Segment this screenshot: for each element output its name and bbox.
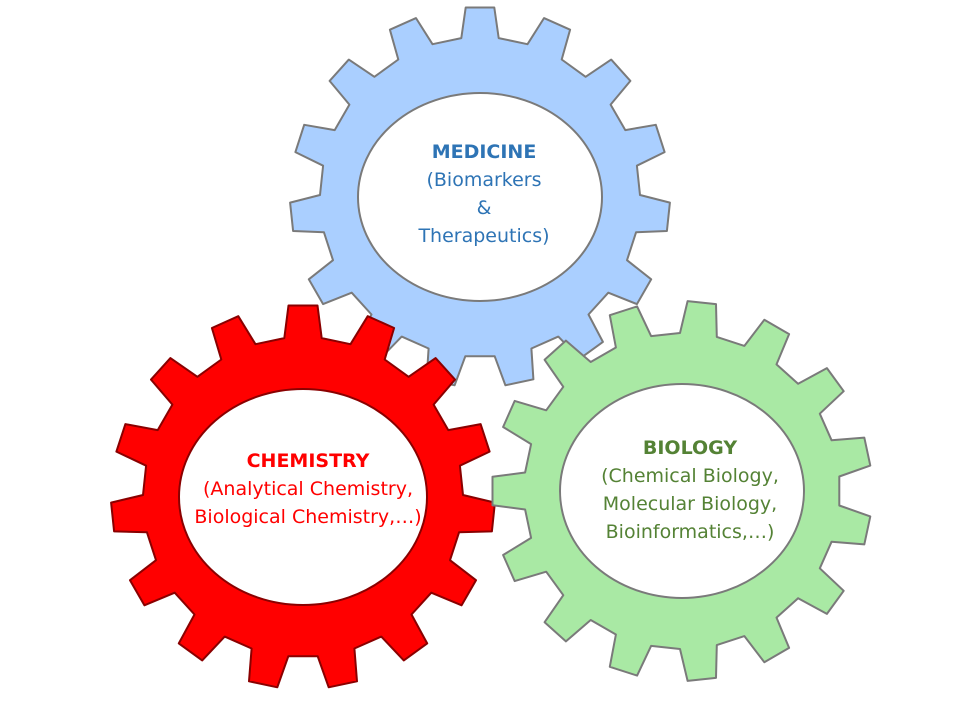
medicine-line-2: & <box>476 197 492 219</box>
chemistry-gear <box>110 304 496 689</box>
biology-label: BIOLOGY (Chemical Biology, Molecular Bio… <box>560 434 820 546</box>
chemistry-line-1: (Analytical Chemistry, <box>203 478 413 500</box>
chemistry-line-2: Biological Chemistry,…) <box>194 506 422 528</box>
biology-gear <box>491 300 872 682</box>
biology-title: BIOLOGY <box>642 437 738 459</box>
chemistry-title: CHEMISTRY <box>246 450 370 472</box>
chemistry-label: CHEMISTRY (Analytical Chemistry, Biologi… <box>178 447 438 531</box>
medicine-title: MEDICINE <box>431 141 537 163</box>
biology-line-2: Molecular Biology, <box>602 493 778 515</box>
medicine-gear <box>289 6 671 387</box>
medicine-line-1: (Biomarkers <box>426 169 542 191</box>
biology-gear-hub <box>559 383 805 599</box>
chemistry-gear-hub <box>178 388 428 606</box>
medicine-gear-hub <box>357 92 603 302</box>
medicine-label: MEDICINE (Biomarkers & Therapeutics) <box>364 138 604 250</box>
biology-line-3: Bioinformatics,…) <box>605 521 775 543</box>
medicine-line-3: Therapeutics) <box>418 225 550 247</box>
biology-line-1: (Chemical Biology, <box>601 465 779 487</box>
